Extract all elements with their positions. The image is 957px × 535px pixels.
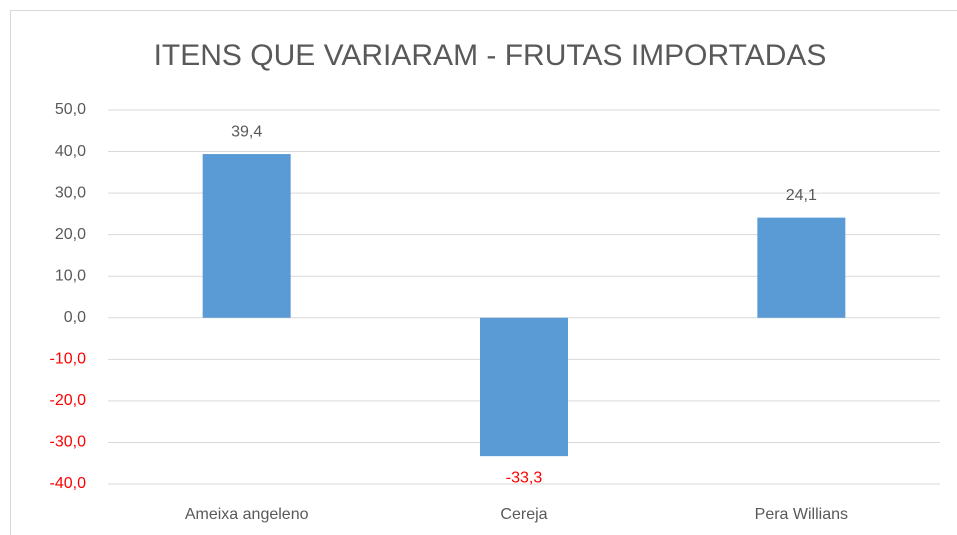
data-label: -33,3 [506, 469, 543, 486]
y-tick-label: 20,0 [55, 226, 86, 243]
chart-title: ITENS QUE VARIARAM - FRUTAS IMPORTADAS [154, 39, 827, 72]
data-label: 24,1 [786, 187, 817, 204]
x-tick-label: Ameixa angeleno [185, 506, 309, 523]
y-tick-label: 50,0 [55, 101, 86, 118]
bar [757, 217, 846, 318]
x-tick-label: Pera Willians [755, 506, 848, 523]
y-tick-label: 10,0 [55, 267, 86, 284]
y-tick-label: 30,0 [55, 184, 86, 201]
x-tick-label: Cereja [500, 506, 547, 523]
y-tick-label: -20,0 [50, 392, 87, 409]
bar [202, 154, 291, 318]
data-label: 39,4 [231, 123, 262, 140]
y-tick-label: 0,0 [64, 309, 86, 326]
y-tick-label: -40,0 [50, 475, 87, 492]
y-tick-label: -10,0 [50, 351, 87, 368]
bar [480, 317, 568, 457]
y-tick-label: 40,0 [55, 143, 86, 160]
y-tick-label: -30,0 [50, 434, 87, 451]
